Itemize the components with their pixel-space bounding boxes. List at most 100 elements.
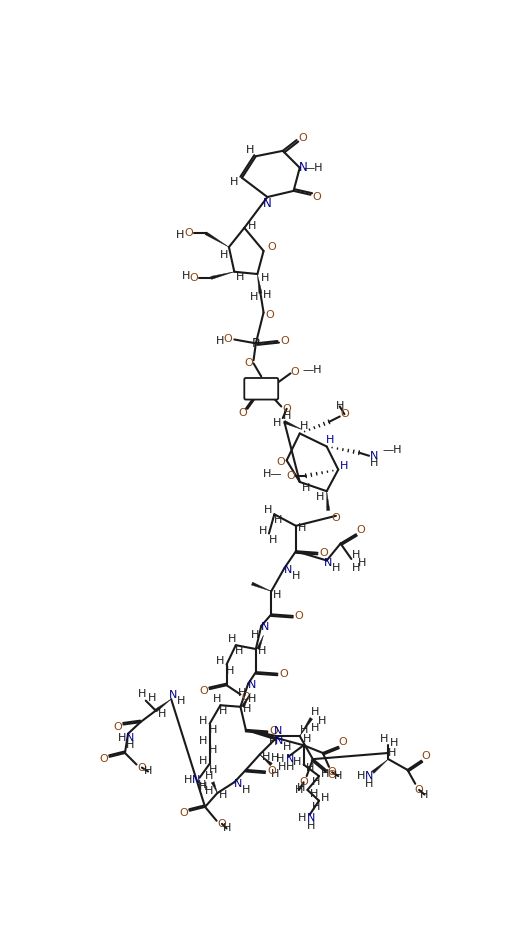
Text: H: H [205,787,213,796]
Text: N: N [274,726,282,736]
Text: H: H [227,665,235,676]
Text: H: H [380,735,389,744]
Text: H: H [321,793,329,804]
Text: O: O [328,770,336,779]
Text: O: O [421,751,431,761]
Text: H: H [230,177,239,187]
Text: O: O [265,310,274,320]
Text: H: H [259,526,267,536]
Polygon shape [284,420,302,430]
Text: H: H [295,785,303,795]
Text: O: O [137,763,146,772]
Polygon shape [251,582,271,591]
Text: O: O [218,819,227,828]
Text: H: H [311,722,319,733]
Text: H—: H— [263,469,283,479]
Text: H: H [220,250,229,260]
Text: N: N [261,623,269,632]
Text: H: H [209,745,218,754]
Text: O: O [415,785,423,795]
Text: H: H [158,710,166,719]
Polygon shape [260,754,272,766]
Text: H: H [273,590,281,600]
Text: H: H [292,571,300,581]
Text: H: H [118,733,126,742]
Text: H: H [245,145,254,155]
Text: N: N [286,754,294,764]
Text: H: H [390,738,399,748]
Text: —H: —H [382,445,402,456]
Text: H: H [238,688,246,698]
Polygon shape [241,693,250,708]
Text: O: O [331,513,341,523]
Text: H: H [269,737,277,747]
Text: H: H [271,754,279,763]
Text: H: H [269,534,277,545]
Text: H: H [264,506,272,515]
Text: O: O [238,408,247,418]
Text: O: O [282,403,291,414]
Text: N: N [248,680,256,690]
Text: O: O [279,669,288,679]
Text: H: H [236,272,245,282]
Text: H: H [263,289,271,300]
Polygon shape [372,759,388,773]
Text: H: H [271,769,279,779]
Text: H: H [299,420,308,431]
Text: N: N [284,565,292,575]
Text: H: H [126,740,134,751]
Text: —H: —H [304,163,323,173]
Text: N: N [191,775,200,785]
Text: H: H [282,742,291,752]
Text: H: H [215,336,224,346]
Text: O: O [269,726,278,736]
Text: O: O [99,754,108,764]
Text: N: N [263,196,272,210]
Text: H: H [242,785,250,795]
Text: H: H [148,694,156,703]
Text: N: N [307,813,316,824]
Text: H: H [352,550,360,560]
Text: H: H [209,725,218,735]
Text: H: H [248,220,256,231]
Text: H: H [274,515,282,526]
Text: H: H [340,461,349,471]
Text: O: O [281,336,290,346]
Text: H: H [176,230,185,240]
Text: H: H [293,757,302,767]
Text: O: O [298,133,307,142]
Text: H: H [352,563,360,573]
Text: H: H [305,763,314,773]
Text: H: H [334,772,343,781]
Text: H: H [200,782,208,791]
Text: H: H [200,755,208,766]
Text: O: O [299,777,308,788]
Text: H: H [298,523,306,533]
Text: N: N [324,558,332,568]
Text: H: H [198,779,206,790]
Text: H: H [420,790,429,800]
Text: H: H [219,706,228,716]
Text: O: O [244,359,253,368]
Polygon shape [155,699,171,712]
Polygon shape [300,717,313,736]
Text: H: H [144,767,152,776]
Text: H: H [278,762,286,772]
Text: N: N [298,161,307,175]
Text: H: H [262,752,270,762]
Text: Abs: Abs [250,381,272,394]
Text: H: H [302,483,310,493]
Text: N: N [169,690,178,700]
Text: O: O [224,334,233,344]
Text: H: H [242,704,251,714]
Text: P: P [252,337,260,350]
Text: O: O [338,737,347,747]
Text: H: H [303,735,312,744]
Text: H: H [298,813,306,824]
Text: H: H [250,292,259,302]
Text: N: N [126,733,134,742]
Text: H: H [228,634,236,644]
Text: —H: —H [303,365,322,375]
Text: H: H [358,558,366,568]
Text: O: O [295,611,303,621]
